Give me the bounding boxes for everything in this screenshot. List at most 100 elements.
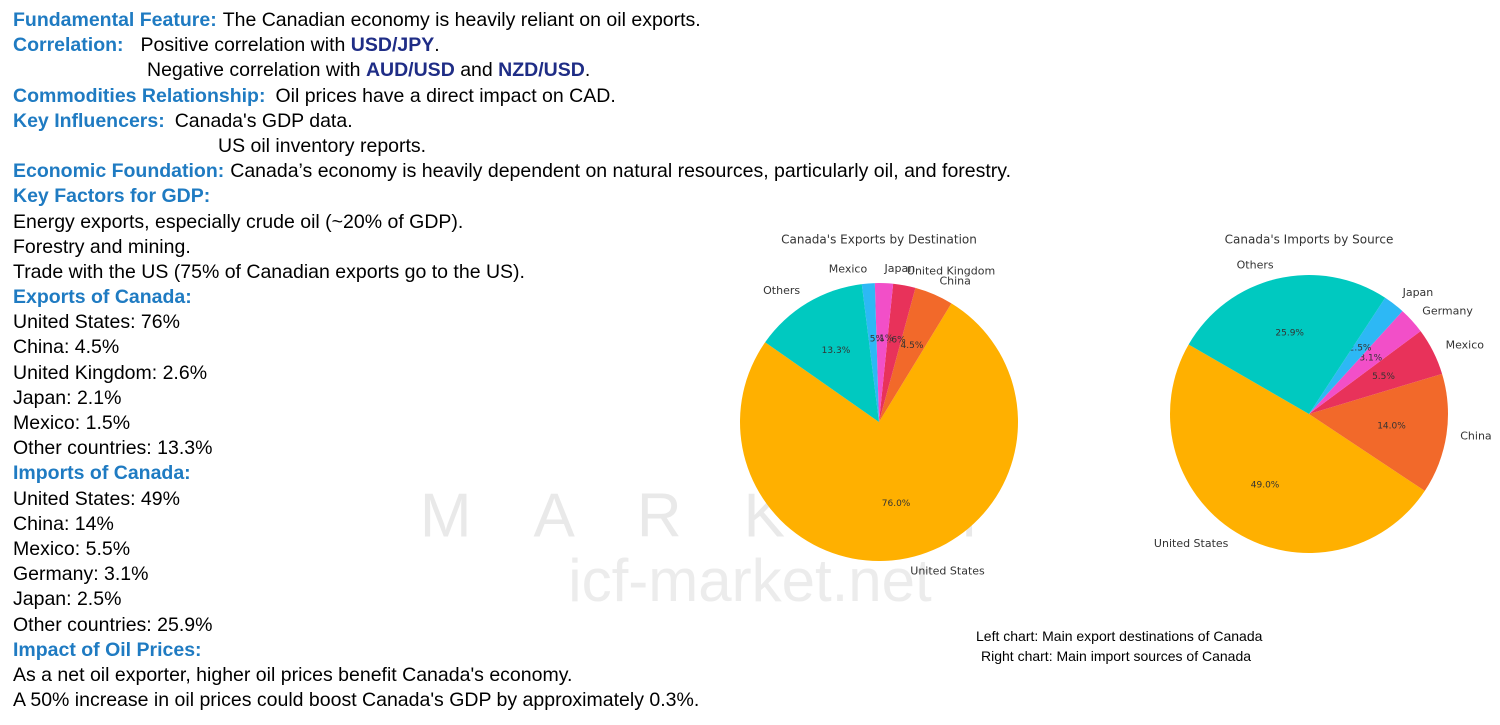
text: Energy exports, especially crude oil (~2… [13,210,464,233]
pie-slice [861,283,879,422]
value-label: 2.5% [1349,344,1372,354]
text: Mexico: 5.5% [13,537,131,560]
text-line: Impact of Oil Prices: [13,638,1011,663]
text-line: China: 14% [13,512,1011,537]
pie-slice [879,283,916,422]
text: Japan: 2.1% [13,386,122,409]
pie-slice [1170,344,1425,553]
category-label: Others [1237,258,1274,271]
category-label: Japan [1402,286,1434,299]
pie-slice [1309,297,1403,414]
pie-slice [1309,311,1421,414]
text: A 50% increase in oil prices could boost… [13,689,700,712]
label: Fundamental Feature: [13,9,217,31]
text-block: Fundamental Feature: The Canadian economy… [13,8,1011,713]
category-label: China [939,275,970,288]
category-label: China [1460,429,1491,442]
text: Canada's GDP data. [174,109,353,132]
text: and [454,59,499,82]
text-line: As a net oil exporter, higher oil prices… [13,663,1011,688]
value-label: 2.6% [883,336,906,346]
text: The Canadian economy is heavily reliant … [222,9,701,31]
label: Exports of Canada: [13,286,192,309]
text-line: Mexico: 5.5% [13,537,1011,562]
text-line: Trade with the US (75% of Canadian expor… [13,260,1011,285]
text-line: Exports of Canada: [13,285,1011,310]
text: . [434,34,440,57]
text: Other countries: 13.3% [13,437,213,460]
category-label: Japan [883,262,915,275]
text: Other countries: 25.9% [13,613,213,636]
text-line: Forestry and mining. [13,235,1011,260]
text: United Kingdom: 2.6% [13,361,208,384]
text-line: A 50% increase in oil prices could boost… [13,688,1011,713]
label: Impact of Oil Prices: [13,638,202,661]
text: Mexico: 1.5% [13,412,131,434]
text-line: Key Factors for GDP: [13,184,1011,209]
text-line: United Kingdom: 2.6% [13,361,1011,386]
pie-slice [765,284,879,422]
text-line: Correlation: Positive correlation with US… [13,33,1011,58]
text: China: 4.5% [13,336,120,359]
caption-right: Right chart: Main import sources of Cana… [981,648,1252,664]
text-line: Japan: 2.1% [13,386,1011,411]
value-label: 49.0% [1251,480,1280,490]
text: US oil inventory reports. [218,134,427,157]
value-label: 5.5% [1372,372,1395,382]
label: Economic Foundation: [13,160,225,183]
pie-slice [1188,275,1386,414]
text: Canada’s economy is heavily dependent on… [230,160,1012,183]
highlight: NZD/USD [498,59,585,82]
value-label: 25.9% [1275,328,1304,338]
chart-title: Canada's Exports by Destination [781,233,977,247]
pie-slice [1309,373,1448,491]
category-label: Germany [1422,304,1473,317]
text-line: Energy exports, especially crude oil (~2… [13,210,1011,235]
pie-slice [1309,331,1443,414]
text: Trade with the US (75% of Canadian expor… [13,260,525,283]
text: Negative correlation with [147,59,366,82]
text-line: Germany: 3.1% [13,562,1011,587]
value-label: 14.0% [1377,422,1406,432]
category-label: United Kingdom [907,265,995,278]
text: Positive correlation with [140,34,351,57]
text-line: Commodities Relationship: Oil prices have… [13,84,1011,109]
text-line: Fundamental Feature: The Canadian economy… [13,8,1011,33]
text-line: US oil inventory reports. [13,134,1011,159]
text-line: Other countries: 13.3% [13,436,1011,461]
text-line: United States: 76% [13,310,1011,335]
text-line: Japan: 2.5% [13,587,1011,612]
chart-title: Canada's Imports by Source [1225,233,1394,247]
text-line: Mexico: 1.5% [13,411,1011,436]
text: Oil prices have a direct impact on CAD. [275,84,616,107]
category-label: United States [1154,537,1229,550]
text: Germany: 3.1% [13,563,149,586]
highlight: USD/JPY [350,34,435,57]
text-line: Key Influencers: Canada's GDP data. [13,109,1011,134]
text: China: 14% [13,512,114,535]
category-label: United States [910,565,985,578]
text-line: Economic Foundation: Canada’s economy is … [13,159,1011,184]
label: Correlation: [13,34,124,57]
highlight: AUD/USD [365,59,455,82]
value-label: 1.5% [861,334,884,344]
pie-slice [879,287,952,422]
value-label: 4.5% [901,341,924,351]
label: Key Factors for GDP: [13,185,211,208]
text-line: Negative correlation with AUD/USD and NZ… [13,58,1011,83]
text-line: Imports of Canada: [13,461,1011,486]
caption-left: Left chart: Main export destinations of … [976,628,1263,644]
pie-slice [740,303,1019,562]
text: As a net oil exporter, higher oil prices… [13,663,573,686]
value-label: 13.3% [822,346,851,356]
text-line: China: 4.5% [13,335,1011,360]
label: Commodities Relationship: [13,84,266,107]
text: Forestry and mining. [13,235,191,258]
label: Imports of Canada: [13,462,191,485]
category-label: Others [763,284,800,297]
category-label: Mexico [1446,338,1485,351]
text: United States: 49% [13,487,180,510]
text: . [584,59,591,82]
